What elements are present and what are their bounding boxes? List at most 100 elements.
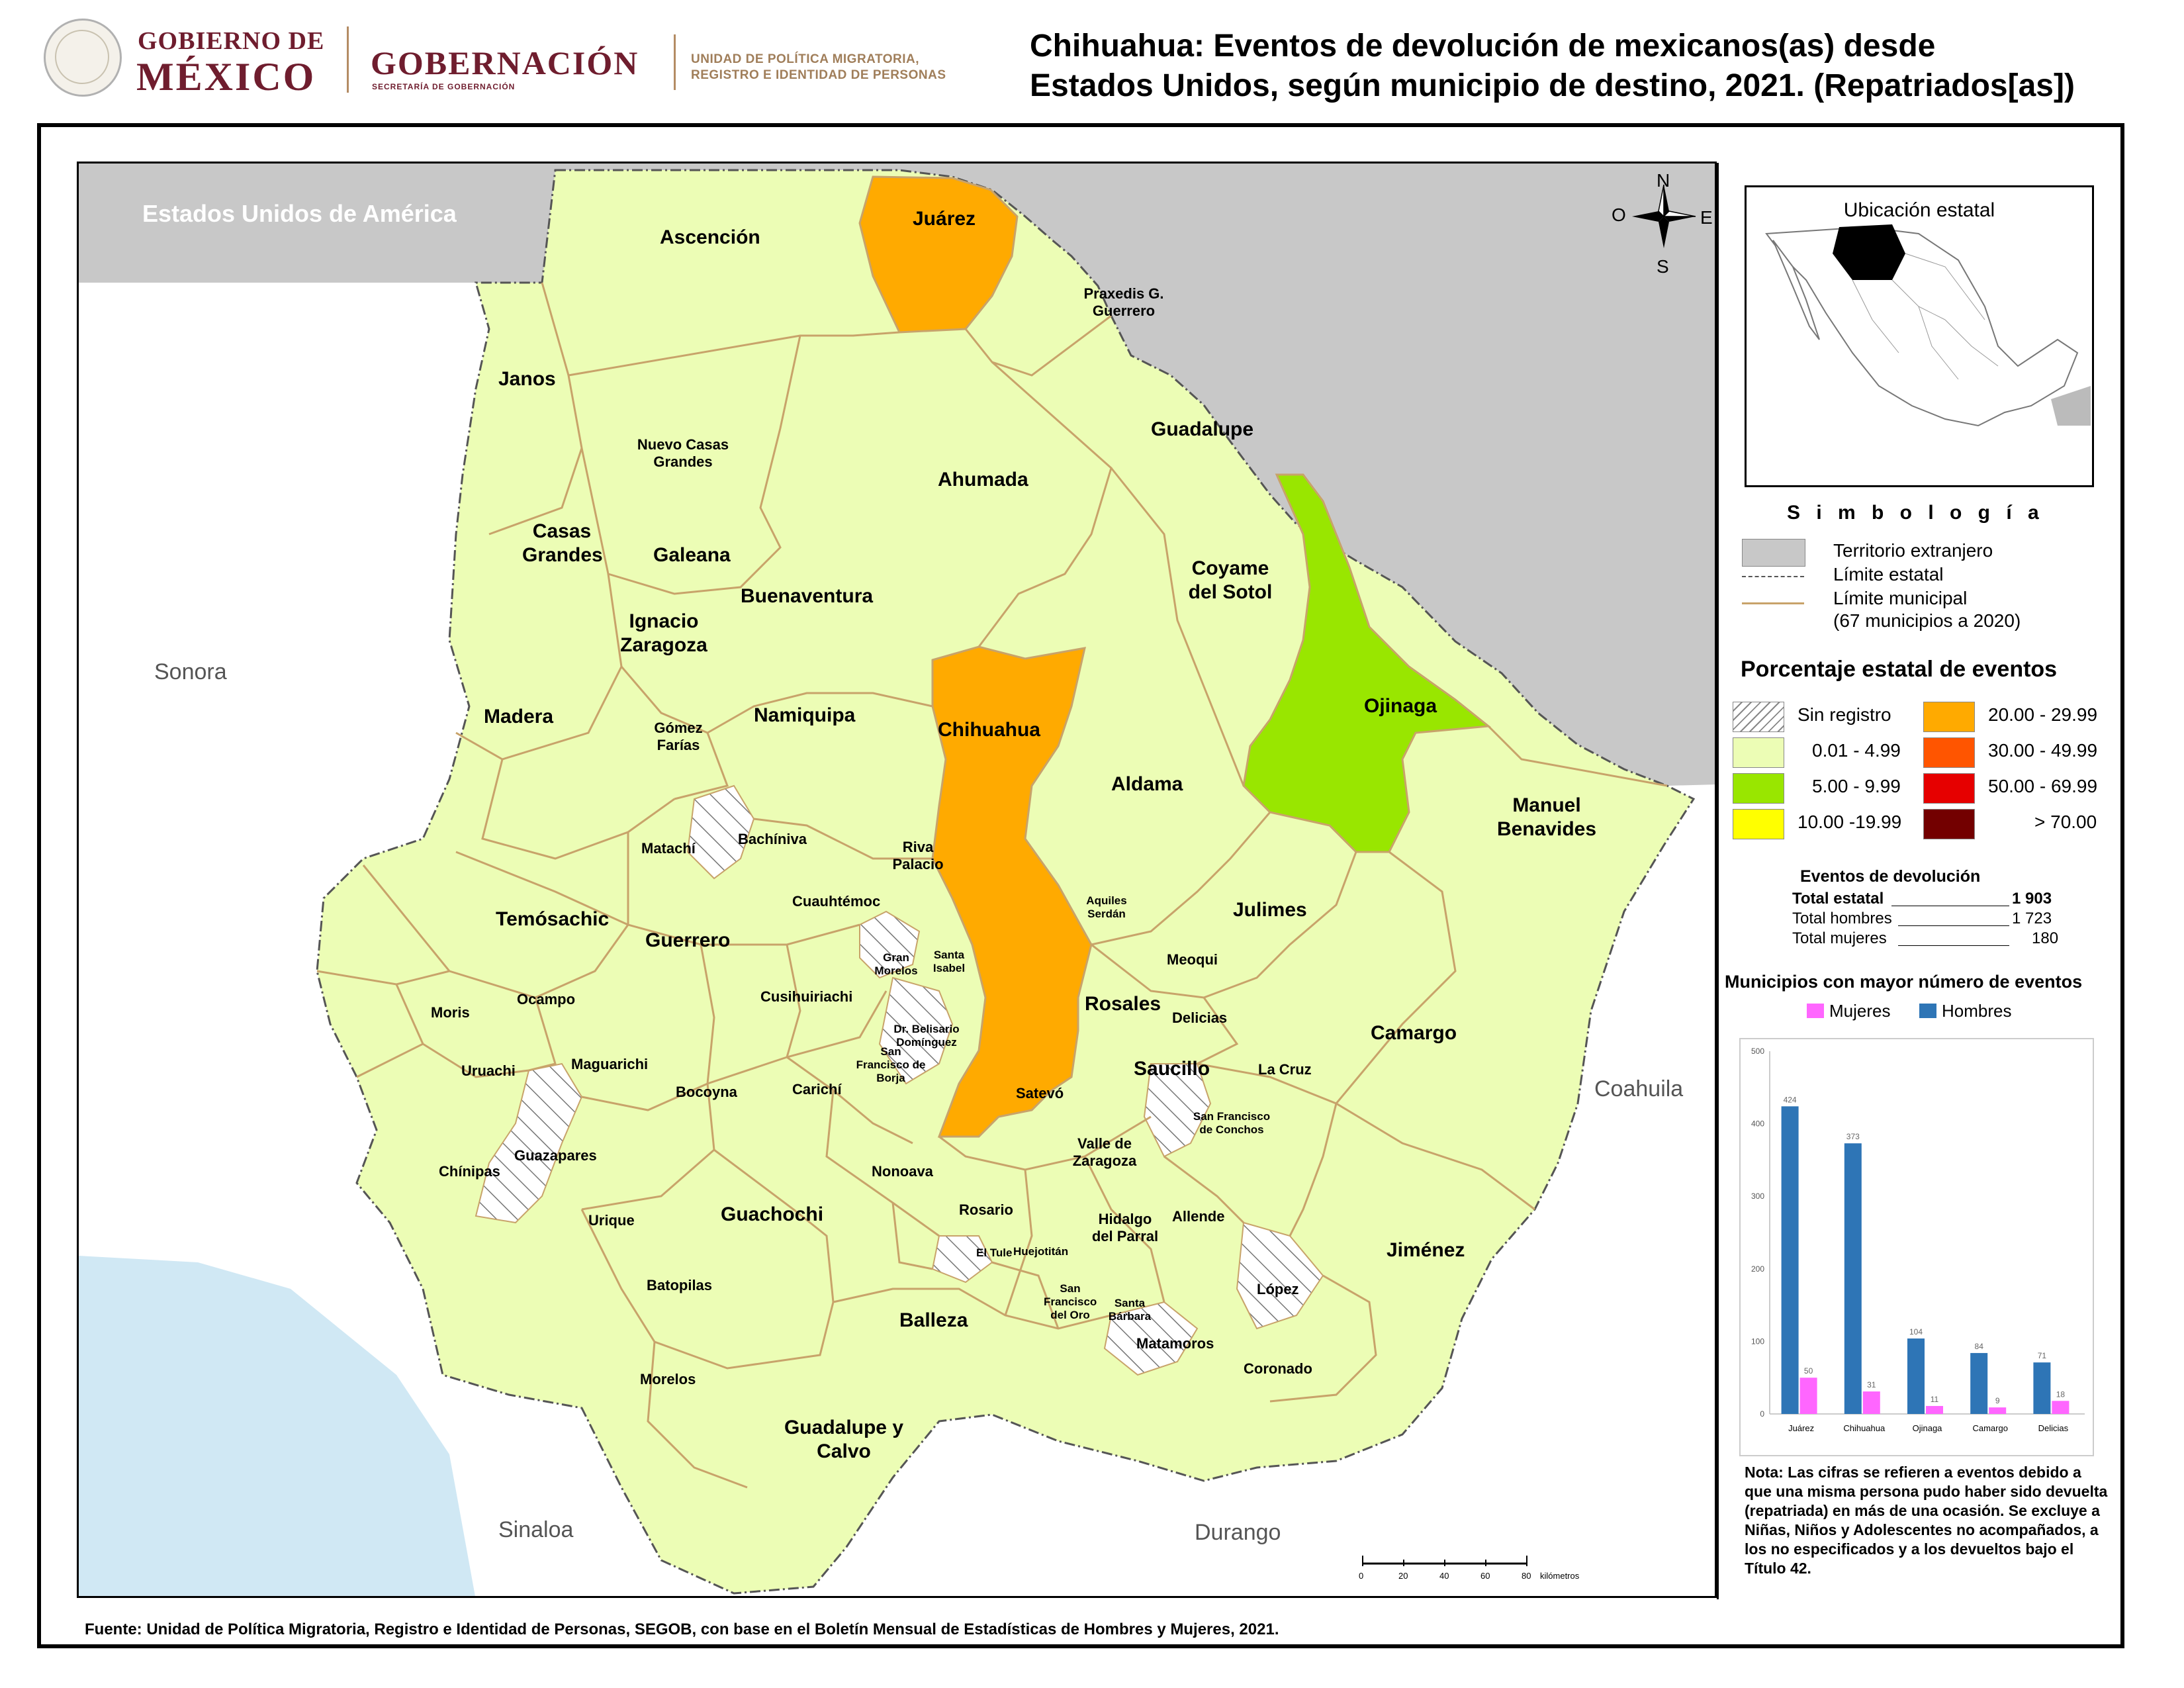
municipio-juarez: [858, 175, 1019, 334]
page-title: Chihuahua: Eventos de devolución de mexi…: [1030, 26, 2168, 106]
label-ignacio-zaragoza: Ignacio Zaragoza: [620, 610, 707, 656]
chart-category-label: Delicias: [2038, 1423, 2069, 1433]
chart-data-label: 84: [1975, 1342, 1984, 1351]
municipio-bachiniva: [686, 784, 755, 880]
label-guadalupe: Guadalupe: [1151, 418, 1254, 440]
map-area: N S E O 0 20 40 60 80 kilómetros Estados…: [77, 162, 1717, 1598]
title-line1: Chihuahua: Eventos de devolución de mexi…: [1030, 28, 1936, 64]
scale-tick-80: 80: [1522, 1571, 1531, 1581]
municipio-belisario: [878, 976, 954, 1085]
percent-legend-title: Porcentaje estatal de eventos: [1741, 657, 2058, 682]
label-riva-palacio: Riva Palacio: [892, 839, 944, 872]
label-guerrero: Guerrero: [645, 929, 731, 951]
gulf-of-california: [79, 1256, 475, 1596]
label-guazapares: Guazapares: [514, 1147, 597, 1164]
label-temosachic: Temósachic: [496, 908, 610, 930]
legend-state-line: [1742, 576, 1804, 577]
chart-category-label: Ojinaga: [1913, 1423, 1943, 1433]
label-moris: Moris: [431, 1004, 470, 1021]
label-usa: Estados Unidos de América: [142, 200, 457, 227]
legend-municipal-note: (67 municipios a 2020): [1833, 610, 2021, 631]
chihuahua-highlight: [1833, 224, 1905, 280]
legend-class-label: 20.00 - 29.99: [1988, 704, 2098, 725]
label-maguarichi: Maguarichi: [571, 1056, 649, 1072]
events-women-value: 180: [2032, 929, 2059, 947]
label-uruachi: Uruachi: [461, 1062, 516, 1079]
municipio-ojinaga: [1242, 473, 1491, 853]
chart-bar-mujeres: [1926, 1405, 1943, 1414]
label-coronado: Coronado: [1244, 1360, 1312, 1377]
label-allende: Allende: [1172, 1208, 1225, 1225]
label-nonoava: Nonoava: [872, 1163, 933, 1180]
national-seal-icon: [44, 19, 122, 97]
label-namiquipa: Namiquipa: [754, 704, 856, 726]
legend-foreign-label: Territorio extranjero: [1833, 540, 1993, 561]
label-aldama: Aldama: [1111, 773, 1183, 795]
label-guachochi: Guachochi: [721, 1203, 824, 1225]
legend-municipal-label: Límite municipal: [1833, 588, 1968, 608]
label-saucillo: Saucillo: [1134, 1058, 1210, 1080]
label-gran-morelos: Gran Morelos: [874, 951, 918, 977]
label-ahumada: Ahumada: [938, 469, 1028, 491]
unit-name-line2: REGISTRO E IDENTIDAD DE PERSONAS: [691, 68, 946, 82]
events-men-value: 1 723: [2012, 910, 2052, 927]
chart-legend-hombres: Hombres: [1942, 1001, 2012, 1021]
compass-east: E: [1700, 207, 1713, 228]
label-juarez: Juárez: [913, 208, 976, 230]
compass-west: O: [1612, 205, 1626, 225]
label-hidalgo-parral: Hidalgo del Parral: [1091, 1211, 1159, 1244]
chart-y-tick-label: 300: [1751, 1192, 1764, 1201]
label-sf-oro: San Francisco del Oro: [1044, 1282, 1097, 1321]
legend-swatch-20-30: [1923, 702, 1975, 732]
map-canvas: [79, 164, 1715, 1596]
chart-bar-mujeres: [2052, 1401, 2070, 1414]
compass-north: N: [1657, 170, 1670, 191]
legend-swatch-50-70: [1923, 773, 1975, 804]
scale-tick-60: 60: [1480, 1571, 1490, 1581]
chart-data-label: 9: [1995, 1396, 2000, 1405]
events-women-label: Total mujeres: [1792, 929, 1887, 947]
label-balleza: Balleza: [899, 1309, 968, 1331]
label-carichi: Carichí: [792, 1081, 842, 1098]
label-santa-barbara: Santa Bárbara: [1108, 1297, 1152, 1323]
label-julimes: Julimes: [1233, 899, 1307, 921]
legend-swatch-foreign: [1742, 539, 1805, 567]
chart-data-label: 424: [1784, 1095, 1797, 1104]
events-title: Eventos de devolución: [1800, 867, 1981, 886]
legend-swatch-30-50: [1923, 737, 1975, 768]
label-lopez: López: [1257, 1281, 1299, 1297]
label-buenaventura: Buenaventura: [741, 585, 874, 607]
legend-class-label: 10.00 -19.99: [1797, 812, 1902, 832]
legend-swatch-10-20: [1733, 809, 1784, 839]
chart-data-label: 31: [1867, 1380, 1876, 1389]
chart-bar-hombres: [1844, 1143, 1862, 1414]
label-nuevo-casas-grandes: Nuevo Casas Grandes: [637, 436, 729, 470]
label-bachiniva: Bachíniva: [738, 831, 807, 847]
chart-category-label: Camargo: [1972, 1423, 2007, 1433]
chart-data-label: 11: [1931, 1395, 1939, 1404]
chart-data-label: 373: [1846, 1132, 1860, 1141]
scale-bar: [1362, 1556, 1527, 1566]
label-la-cruz: La Cruz: [1258, 1061, 1312, 1078]
chart-data-label: 71: [2038, 1351, 2047, 1360]
label-sf-borja: San Francisco de Borja: [856, 1045, 926, 1084]
legend-class-label: 5.00 - 9.99: [1812, 776, 1901, 796]
municipio-el-tule: [931, 1235, 993, 1284]
chart-title: Municipios con mayor número de eventos: [1725, 972, 2083, 992]
label-santa-isabel: Santa Isabel: [933, 949, 966, 974]
panel-divider: [1717, 163, 1719, 1599]
label-urique: Urique: [588, 1212, 635, 1229]
label-durango: Durango: [1195, 1520, 1281, 1545]
chart-y-tick-label: 0: [1760, 1409, 1764, 1419]
label-valle-zaragoza: Valle de Zaragoza: [1072, 1135, 1137, 1169]
label-guadalupe-calvo: Guadalupe y Calvo: [784, 1417, 904, 1462]
gov-logo-line1: GOBIERNO DE: [138, 27, 325, 55]
label-cuauhtemoc: Cuauhtémoc: [792, 893, 881, 910]
label-satevo: Satevó: [1016, 1085, 1064, 1102]
chart-y-tick-label: 400: [1751, 1119, 1764, 1129]
label-delicias: Delicias: [1172, 1009, 1228, 1026]
legend-swatch-0-5: [1733, 737, 1784, 768]
chart-bar-mujeres: [1989, 1407, 2007, 1414]
label-morelos: Morelos: [640, 1371, 696, 1387]
chart-bar-hombres: [1907, 1338, 1925, 1414]
